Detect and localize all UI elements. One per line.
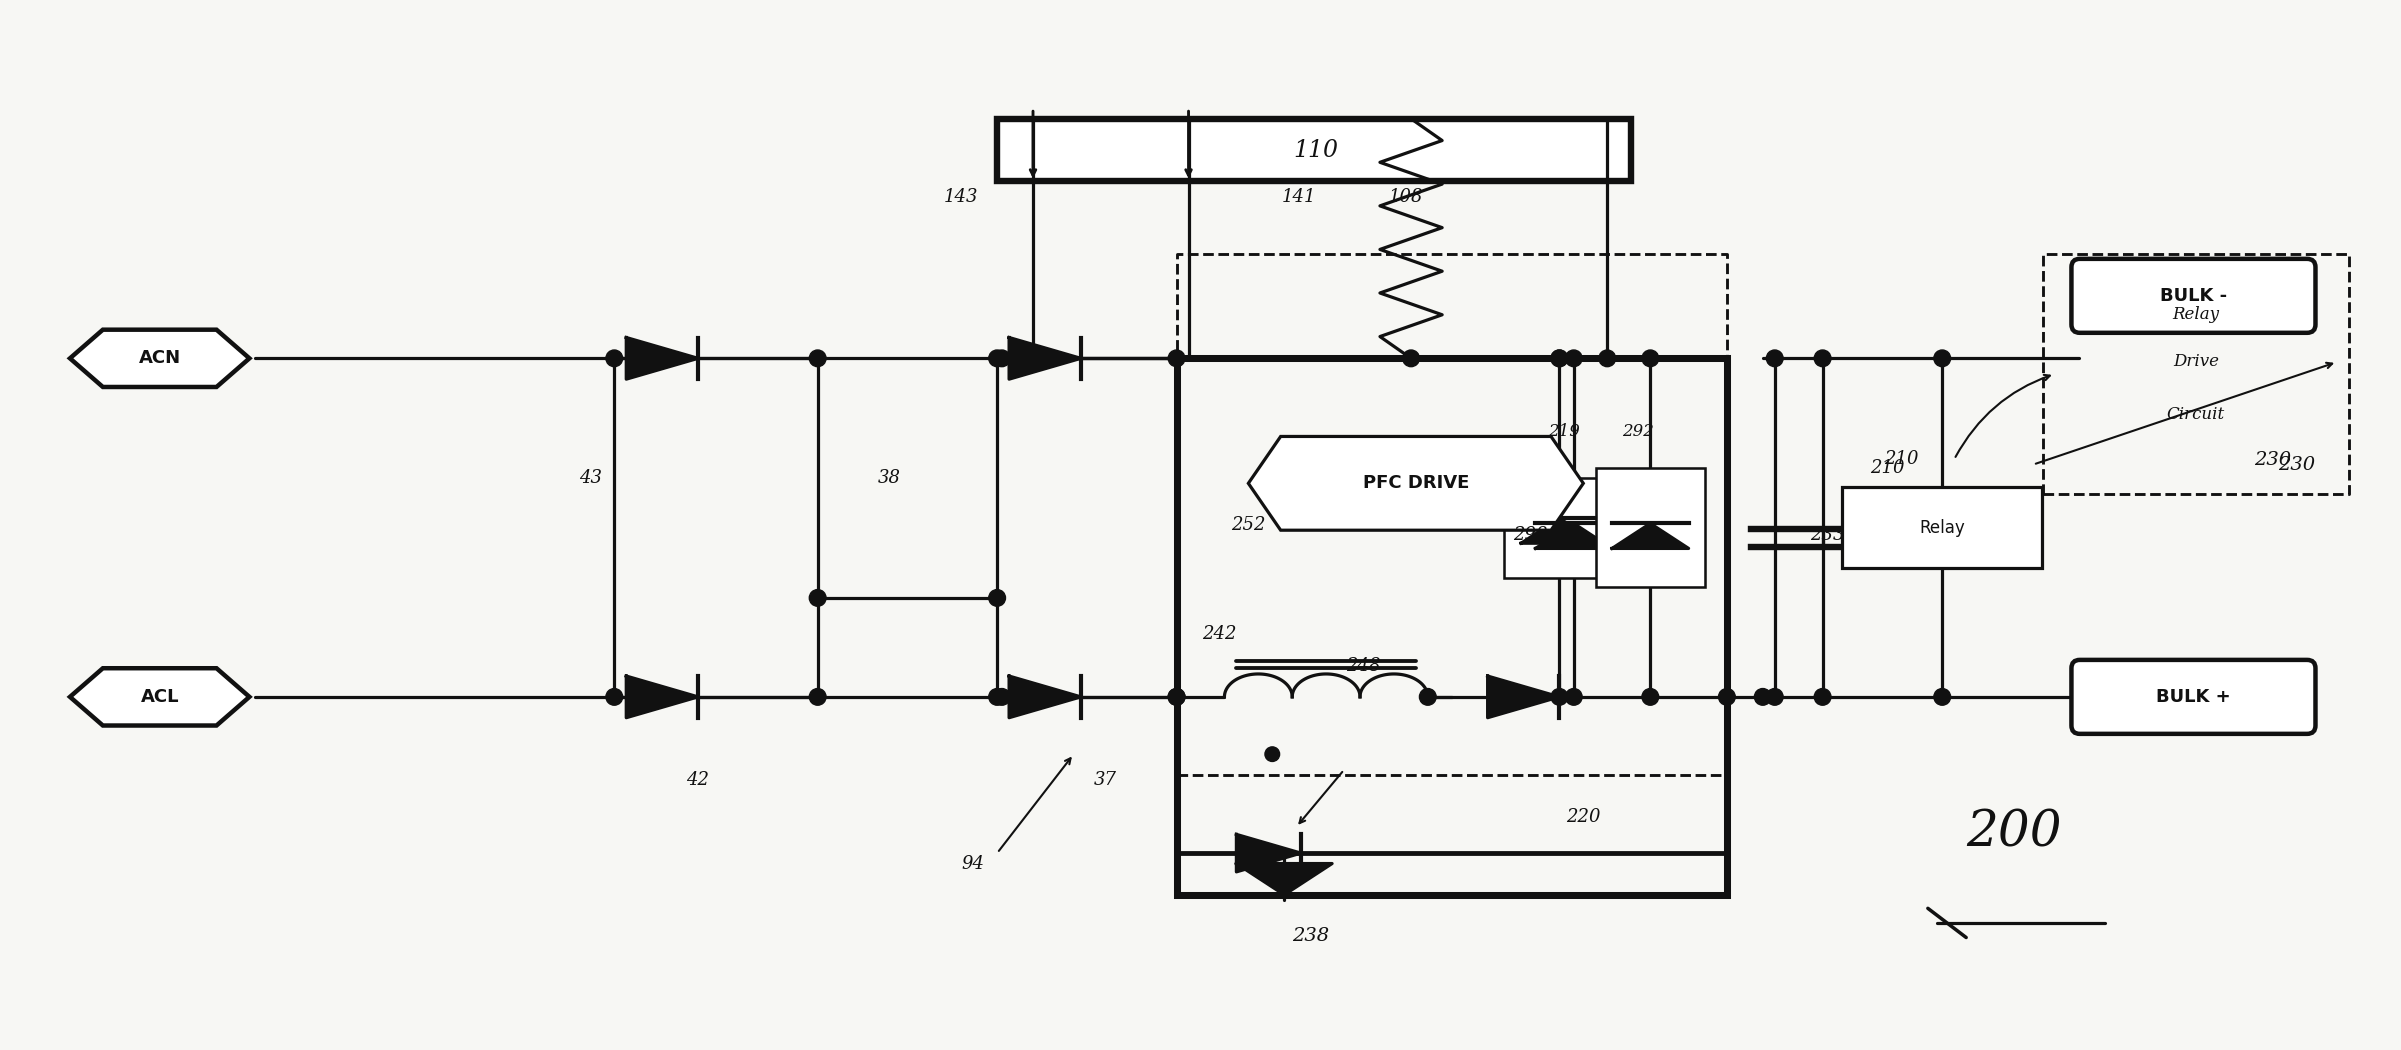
Text: 248: 248 <box>1347 656 1381 675</box>
Circle shape <box>1025 350 1042 366</box>
Circle shape <box>1551 689 1568 706</box>
Circle shape <box>1551 350 1568 366</box>
Circle shape <box>1767 350 1784 366</box>
Circle shape <box>1169 689 1186 706</box>
Circle shape <box>1419 689 1436 706</box>
Polygon shape <box>1611 524 1688 548</box>
FancyBboxPatch shape <box>1503 478 1616 578</box>
Text: 141: 141 <box>1282 188 1316 206</box>
Circle shape <box>605 689 622 706</box>
Circle shape <box>1719 689 1736 706</box>
Polygon shape <box>70 668 250 726</box>
Text: 210: 210 <box>1870 459 1904 477</box>
Text: 292: 292 <box>1623 423 1654 440</box>
Text: Relay: Relay <box>2173 306 2219 322</box>
FancyBboxPatch shape <box>1842 487 2043 568</box>
Polygon shape <box>627 337 699 379</box>
Text: 42: 42 <box>687 771 711 790</box>
Text: 219: 219 <box>1549 423 1580 440</box>
Text: 38: 38 <box>879 469 900 487</box>
Polygon shape <box>1237 863 1333 895</box>
Text: 200: 200 <box>1966 807 2062 857</box>
Text: 298: 298 <box>1513 526 1549 544</box>
Polygon shape <box>1489 676 1558 718</box>
Circle shape <box>1551 350 1568 366</box>
Circle shape <box>989 350 1006 366</box>
FancyBboxPatch shape <box>2072 659 2315 734</box>
Text: BULK -: BULK - <box>2161 287 2228 304</box>
Polygon shape <box>1522 519 1597 543</box>
Polygon shape <box>1008 337 1080 379</box>
Polygon shape <box>1008 676 1080 718</box>
Polygon shape <box>627 676 699 718</box>
Circle shape <box>1815 350 1832 366</box>
Polygon shape <box>70 330 250 387</box>
Text: 238: 238 <box>1292 927 1330 945</box>
Circle shape <box>1815 689 1832 706</box>
Circle shape <box>1755 689 1772 706</box>
Bar <box>1176 358 1726 895</box>
Circle shape <box>1565 350 1582 366</box>
Circle shape <box>809 590 826 606</box>
Circle shape <box>1265 747 1280 761</box>
Circle shape <box>1933 689 1950 706</box>
Text: Relay: Relay <box>1918 519 1964 537</box>
Text: ACN: ACN <box>139 350 180 368</box>
Circle shape <box>1169 350 1186 366</box>
FancyBboxPatch shape <box>1597 468 1705 587</box>
Circle shape <box>809 350 826 366</box>
Text: Drive: Drive <box>2173 354 2219 371</box>
Text: 37: 37 <box>1092 771 1116 790</box>
Circle shape <box>1933 350 1950 366</box>
Polygon shape <box>1537 524 1611 548</box>
Circle shape <box>1169 689 1186 706</box>
Text: 143: 143 <box>944 188 980 206</box>
Text: BULK +: BULK + <box>2156 688 2231 706</box>
Circle shape <box>994 689 1011 706</box>
Text: 252: 252 <box>1232 516 1265 534</box>
FancyBboxPatch shape <box>2072 259 2315 333</box>
Text: 110: 110 <box>1292 139 1337 162</box>
Circle shape <box>605 350 622 366</box>
Circle shape <box>989 689 1006 706</box>
Circle shape <box>1642 350 1659 366</box>
Polygon shape <box>1249 437 1582 530</box>
Circle shape <box>989 590 1006 606</box>
Circle shape <box>1565 689 1582 706</box>
Circle shape <box>1599 350 1616 366</box>
Polygon shape <box>1237 835 1301 871</box>
Bar <box>996 119 1630 182</box>
Text: 94: 94 <box>963 855 984 873</box>
Text: 230: 230 <box>2279 456 2315 474</box>
Circle shape <box>1767 689 1784 706</box>
Text: PFC DRIVE: PFC DRIVE <box>1364 475 1469 492</box>
Text: 210: 210 <box>1885 450 1918 468</box>
Text: 230: 230 <box>2255 452 2291 469</box>
Text: 108: 108 <box>1390 188 1424 206</box>
Text: 220: 220 <box>1565 807 1601 825</box>
Text: 242: 242 <box>1203 626 1237 644</box>
Text: Circuit: Circuit <box>2166 406 2226 423</box>
Text: ACL: ACL <box>139 688 180 706</box>
Circle shape <box>994 350 1011 366</box>
Circle shape <box>809 689 826 706</box>
Text: 233: 233 <box>1810 526 1844 544</box>
Circle shape <box>1642 689 1659 706</box>
Text: 43: 43 <box>579 469 603 487</box>
Circle shape <box>1402 350 1419 366</box>
